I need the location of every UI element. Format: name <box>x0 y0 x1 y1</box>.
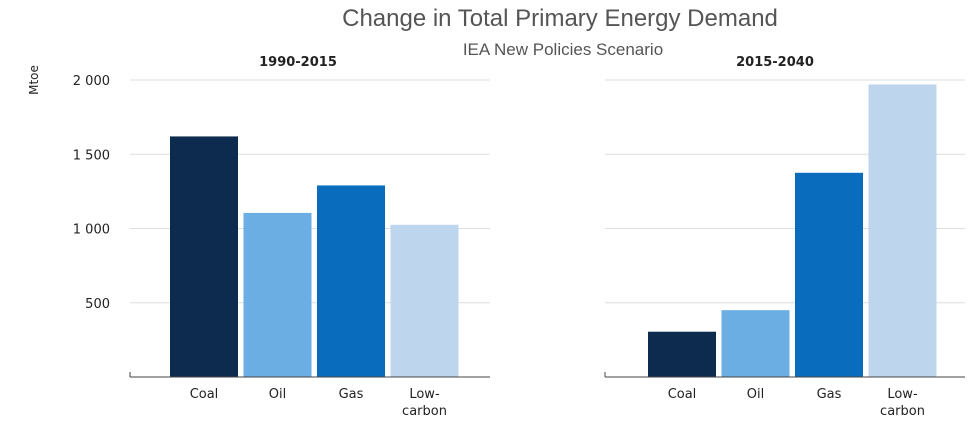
category-label: Gas <box>339 387 364 402</box>
chart-subtitle: IEA New Policies Scenario <box>463 40 663 59</box>
category-labels-left: Coal Oil Gas Low-carbon <box>190 387 447 419</box>
category-label: Low-carbon <box>880 387 925 419</box>
bar-gas <box>795 172 863 377</box>
panel-title-right: 2015-2040 <box>736 55 814 70</box>
bar-low-carbon <box>868 84 937 377</box>
category-labels-right: Coal Oil Gas Low-carbon <box>668 387 925 419</box>
y-axis-ticks: 500 1 000 1 500 2 000 <box>73 74 110 312</box>
bars-right <box>648 84 937 377</box>
bar-oil <box>243 212 312 377</box>
bar-oil <box>721 310 790 377</box>
bar-low-carbon <box>390 224 459 377</box>
category-label: Coal <box>190 387 219 402</box>
category-label: Low-carbon <box>402 387 447 419</box>
chart-title: Change in Total Primary Energy Demand <box>342 5 778 32</box>
bars-left <box>170 136 459 377</box>
category-label: Gas <box>817 387 842 402</box>
y-tick-label: 1 000 <box>73 223 110 238</box>
y-tick-label: 2 000 <box>73 74 110 89</box>
bar-coal <box>170 136 238 377</box>
category-label: Oil <box>269 387 286 402</box>
category-label: Coal <box>668 387 697 402</box>
y-tick-label: 1 500 <box>73 148 110 163</box>
bar-coal <box>648 331 716 377</box>
y-axis-label: Mtoe <box>27 65 41 95</box>
panel-right: 2015-2040 Coal Oil Gas Low-carbon <box>648 55 937 419</box>
panel-left: 1990-2015 Coal Oil Gas Low-carbon <box>170 55 459 419</box>
y-tick-label: 500 <box>85 297 110 312</box>
category-label: Oil <box>747 387 764 402</box>
bar-gas <box>317 185 385 377</box>
axes <box>129 372 965 378</box>
panel-title-left: 1990-2015 <box>259 55 337 70</box>
